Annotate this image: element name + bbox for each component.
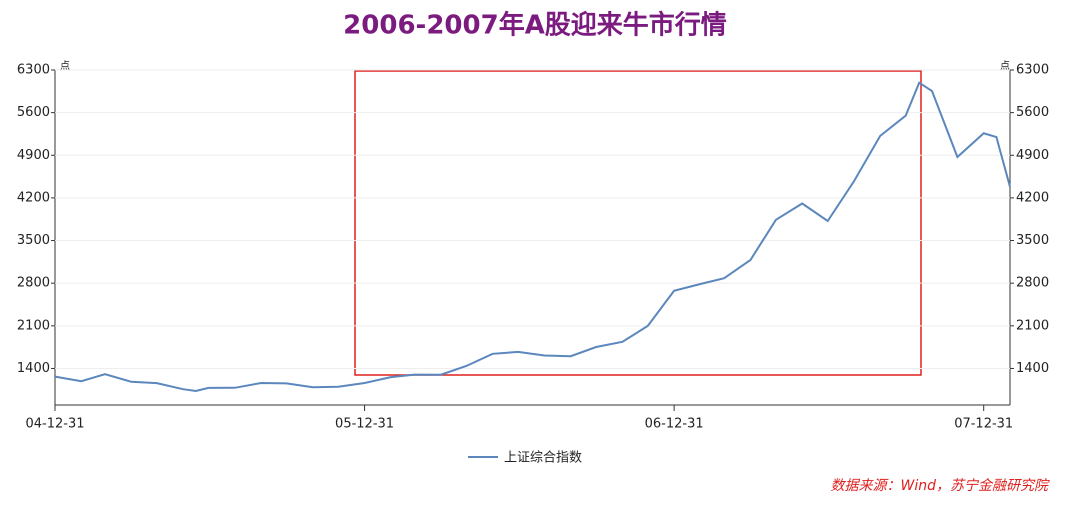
highlight-box	[354, 70, 922, 376]
y-tick-label: 2800	[17, 276, 50, 291]
y-tick-label: 4900	[17, 148, 50, 163]
y2-tick-label: 2800	[1016, 276, 1049, 291]
x-tick-label: 04-12-31	[25, 417, 84, 432]
data-line	[54, 81, 1011, 393]
y2-tick-label: 3500	[1016, 233, 1049, 248]
chart-title: 2006-2007年A股迎来牛市行情	[343, 10, 727, 41]
y2-unit: 点	[1000, 60, 1010, 72]
y2-tick-label: 2100	[1016, 318, 1049, 333]
legend-label: 上证综合指数	[504, 451, 582, 466]
y-unit: 点	[60, 60, 70, 72]
y2-tick-label: 4900	[1016, 148, 1049, 163]
y2-tick-label: 1400	[1016, 361, 1049, 376]
y2-tick-label: 4200	[1016, 190, 1049, 205]
y-tick-label: 5600	[17, 105, 50, 120]
y2-tick-label: 5600	[1016, 105, 1049, 120]
x-tick-label: 06-12-31	[645, 417, 704, 432]
x-tick-label: 05-12-31	[335, 417, 394, 432]
source-note: 数据来源：Wind，苏宁金融研究院	[831, 478, 1050, 494]
y2-tick-label: 6300	[1016, 63, 1049, 78]
y-tick-label: 1400	[17, 361, 50, 376]
y-tick-label: 6300	[17, 63, 50, 78]
y-tick-label: 3500	[17, 233, 50, 248]
x-tick-label: 07-12-31	[954, 417, 1013, 432]
y-tick-label: 4200	[17, 190, 50, 205]
y-tick-label: 2100	[17, 318, 50, 333]
